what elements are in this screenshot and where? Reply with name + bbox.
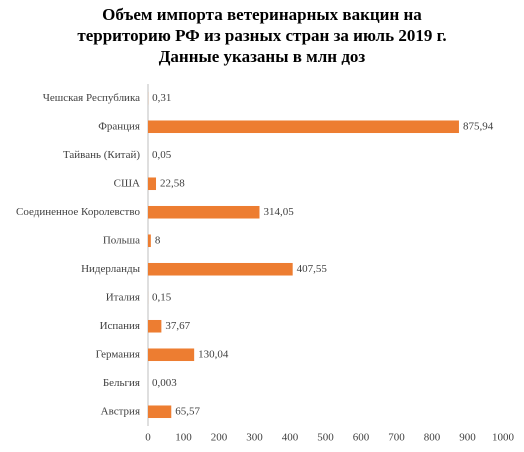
data-label: 22,58 <box>160 177 185 189</box>
bar <box>148 262 293 276</box>
x-tick-label: 500 <box>317 432 334 444</box>
y-tick-label: Австрия <box>101 405 140 417</box>
x-tick-label: 100 <box>175 432 192 444</box>
x-tick-label: 600 <box>353 432 370 444</box>
data-label: 0,003 <box>152 377 177 389</box>
y-tick-label: Чешская Республика <box>43 92 140 104</box>
bar <box>148 205 260 219</box>
bar <box>148 348 195 362</box>
chart-title: территорию РФ из разных стран за июль 20… <box>77 26 446 45</box>
bar <box>148 234 151 248</box>
x-tick-label: 200 <box>211 432 228 444</box>
x-tick-label: 900 <box>459 432 476 444</box>
bar <box>148 120 459 134</box>
data-label: 65,57 <box>175 405 200 417</box>
y-tick-label: Нидерланды <box>81 263 141 275</box>
data-label: 875,94 <box>463 120 494 132</box>
y-tick-label: Бельгия <box>103 377 140 389</box>
y-tick-label: Тайвань (Китай) <box>63 149 140 161</box>
x-tick-label: 700 <box>388 432 405 444</box>
y-tick-label: США <box>114 177 140 189</box>
y-tick-label: Франция <box>98 120 140 132</box>
data-label: 0,15 <box>152 291 172 303</box>
bar <box>148 405 172 419</box>
x-tick-label: 0 <box>145 432 151 444</box>
chart-title: Объем импорта ветеринарных вакцин на <box>102 5 422 24</box>
data-label: 314,05 <box>263 206 294 218</box>
x-tick-label: 1000 <box>492 432 515 444</box>
y-tick-label: Италия <box>106 291 140 303</box>
data-label: 0,31 <box>152 92 171 104</box>
data-label: 407,55 <box>297 263 328 275</box>
data-label: 0,05 <box>152 149 172 161</box>
y-tick-label: Испания <box>100 320 140 332</box>
y-tick-label: Польша <box>103 234 140 246</box>
x-tick-label: 800 <box>424 432 441 444</box>
chart-title: Данные указаны в млн доз <box>159 47 366 66</box>
x-tick-label: 300 <box>246 432 263 444</box>
bar <box>148 319 162 333</box>
y-tick-label: Соединенное Королевство <box>16 206 140 218</box>
y-tick-label: Германия <box>96 348 140 360</box>
x-tick-label: 400 <box>282 432 299 444</box>
data-label: 130,04 <box>198 348 229 360</box>
data-label: 37,67 <box>165 320 190 332</box>
data-label: 8 <box>155 234 161 246</box>
bar <box>148 177 157 191</box>
